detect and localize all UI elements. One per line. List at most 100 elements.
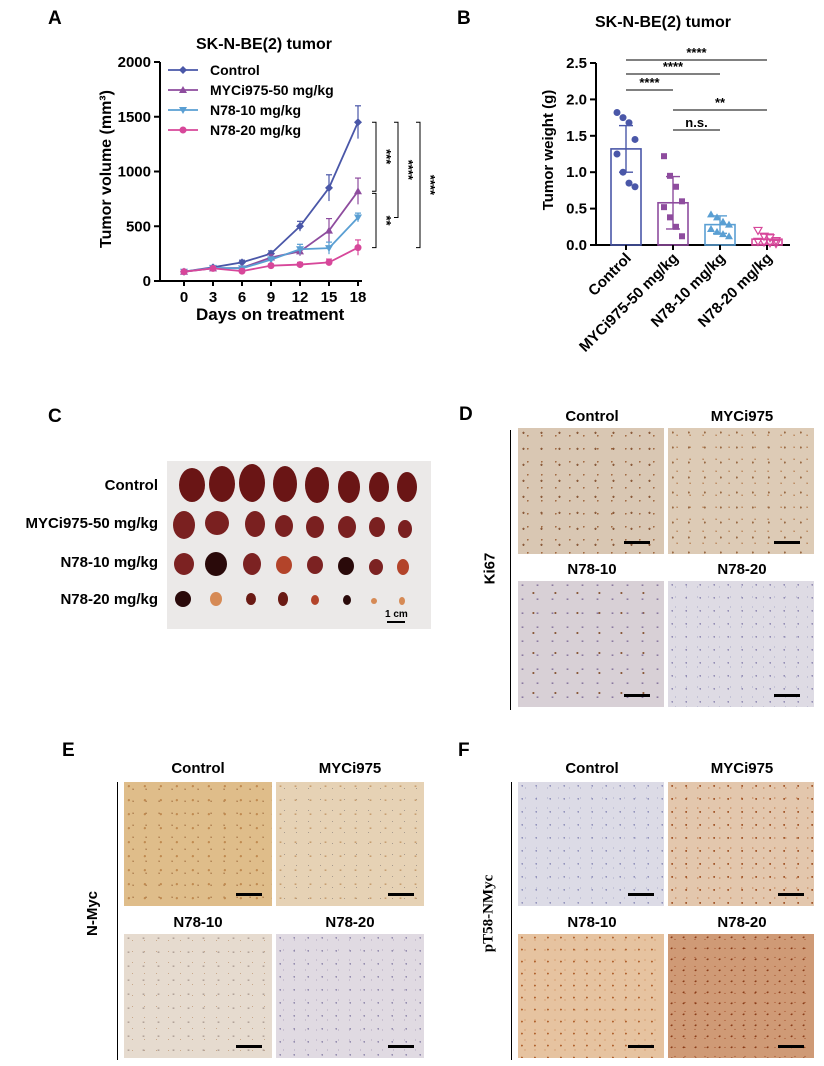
data-point [770, 239, 782, 249]
data-point [707, 210, 715, 218]
panel-label-d: D [459, 404, 473, 425]
data-point [673, 223, 679, 230]
divider-f [511, 782, 512, 1060]
data-point [625, 119, 633, 127]
sig-bracket [372, 192, 377, 249]
y-tick-label: 2000 [118, 54, 151, 71]
data-point [631, 135, 639, 143]
data-point [267, 256, 275, 264]
panel-label-c: C [48, 406, 62, 427]
sig-label: **** [423, 175, 438, 196]
ihc-e-n78-10 [124, 934, 272, 1058]
tumor-photo: 1 cm [167, 461, 431, 629]
data-point [707, 224, 715, 232]
data-point [625, 179, 633, 187]
scale-bar-label: 1 cm [385, 609, 408, 620]
data-point [267, 262, 275, 270]
data-point [764, 239, 776, 249]
panel-label-a: A [48, 8, 62, 29]
x-tick-label: 9 [267, 289, 275, 306]
ihc-e-title-myci975: MYCi975 [318, 760, 382, 777]
ihc-f-myci975 [668, 782, 814, 906]
data-point [325, 245, 333, 253]
divider-d [510, 430, 511, 710]
legend-marker [179, 126, 187, 134]
data-point [667, 172, 673, 179]
data-point [679, 198, 685, 205]
ihc-d-title-control: Control [565, 408, 619, 425]
data-point [631, 183, 639, 191]
sig-label: n.s. [685, 115, 707, 130]
sig-label: ** [379, 215, 394, 226]
ihc-f-n78-10 [518, 934, 664, 1058]
data-point [758, 232, 770, 242]
ihc-e-control [124, 782, 272, 906]
legend-label: Control [210, 62, 260, 78]
y-tick-label: 500 [126, 218, 151, 235]
ihc-f-n78-20 [668, 934, 814, 1058]
sig-label: **** [639, 75, 660, 90]
data-point [354, 187, 362, 195]
chart-a-title: SK-N-BE(2) tumor [196, 36, 332, 53]
tumor-row-label-n78-20: N78-20 mg/kg [60, 591, 158, 608]
series-line [183, 121, 359, 273]
legend-marker [179, 66, 187, 74]
data-point [354, 244, 362, 252]
legend-label: MYCi975-50 mg/kg [210, 82, 334, 98]
data-point [758, 238, 770, 248]
ihc-f-control [518, 782, 664, 906]
data-point [296, 246, 304, 254]
x-tick-label: 3 [209, 289, 217, 306]
data-point [752, 237, 764, 247]
ihc-e-title-n78-10: N78-10 [173, 914, 223, 931]
ihc-d-n78-20 [668, 581, 814, 707]
data-point [325, 226, 333, 234]
ihc-e-title-n78-20: N78-20 [325, 914, 375, 931]
stain-label-pt58-nmyc: pT58-NMyc [480, 874, 497, 953]
y-tick-label: 1.5 [566, 128, 587, 145]
x-tick-label: 15 [321, 289, 338, 306]
data-point [354, 214, 362, 222]
ihc-d-myci975 [668, 428, 814, 554]
data-point [713, 227, 721, 235]
data-point [661, 204, 667, 211]
sig-label: **** [401, 160, 416, 181]
sig-label: **** [663, 59, 684, 74]
data-point [679, 233, 685, 240]
data-point [667, 214, 673, 221]
data-point [209, 264, 217, 272]
sig-bracket [394, 121, 399, 218]
chart-a-xlabel: Days on treatment [196, 305, 345, 324]
y-tick-label: 1.0 [566, 164, 587, 181]
y-tick-label: 0.5 [566, 201, 587, 218]
ihc-d-title-n78-20: N78-20 [717, 561, 767, 578]
data-point [613, 109, 621, 117]
ihc-d-title-myci975: MYCi975 [710, 408, 774, 425]
sig-bracket [416, 121, 421, 249]
data-point [752, 226, 764, 236]
data-point [619, 168, 627, 176]
data-point [238, 267, 246, 275]
panel-label-f: F [458, 740, 470, 761]
data-point [619, 114, 627, 122]
tumor-row-label-n78-10: N78-10 mg/kg [60, 554, 158, 571]
panel-label-e: E [62, 740, 75, 761]
ihc-d-control [518, 428, 664, 554]
y-tick-label: 0 [143, 273, 151, 290]
y-tick-label: 0.0 [566, 237, 587, 254]
data-point [354, 118, 362, 127]
x-tick-label: 0 [180, 289, 188, 306]
data-point [725, 220, 733, 228]
ihc-d-n78-10 [518, 581, 664, 707]
ihc-f-title-n78-10: N78-10 [567, 914, 617, 931]
divider-e [117, 782, 118, 1060]
y-tick-label: 1000 [118, 164, 151, 181]
data-point [661, 153, 667, 160]
sig-label: **** [686, 45, 707, 60]
data-point [325, 258, 333, 266]
data-point [613, 150, 621, 158]
legend-label: N78-10 mg/kg [210, 102, 301, 118]
x-tick-label: 18 [350, 289, 367, 306]
ihc-e-myci975 [276, 782, 424, 906]
data-point [238, 258, 246, 267]
